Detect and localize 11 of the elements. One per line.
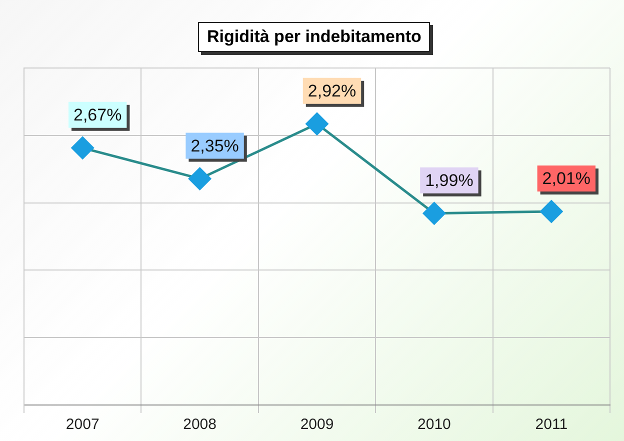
data-label: 1,99% <box>425 171 474 190</box>
x-tick-label: 2011 <box>535 416 568 434</box>
data-label: 2,67% <box>74 106 122 125</box>
x-tick-label: 2007 <box>66 416 100 434</box>
data-label: 2,92% <box>308 82 356 101</box>
data-label: 2,01% <box>542 169 590 188</box>
chart-title: Rigidità per indebitamento <box>198 22 430 52</box>
x-tick-label: 2010 <box>418 416 451 434</box>
x-tick-label: 2008 <box>183 416 216 434</box>
data-label: 2,35% <box>190 136 239 156</box>
x-tick-label: 2009 <box>300 416 334 434</box>
